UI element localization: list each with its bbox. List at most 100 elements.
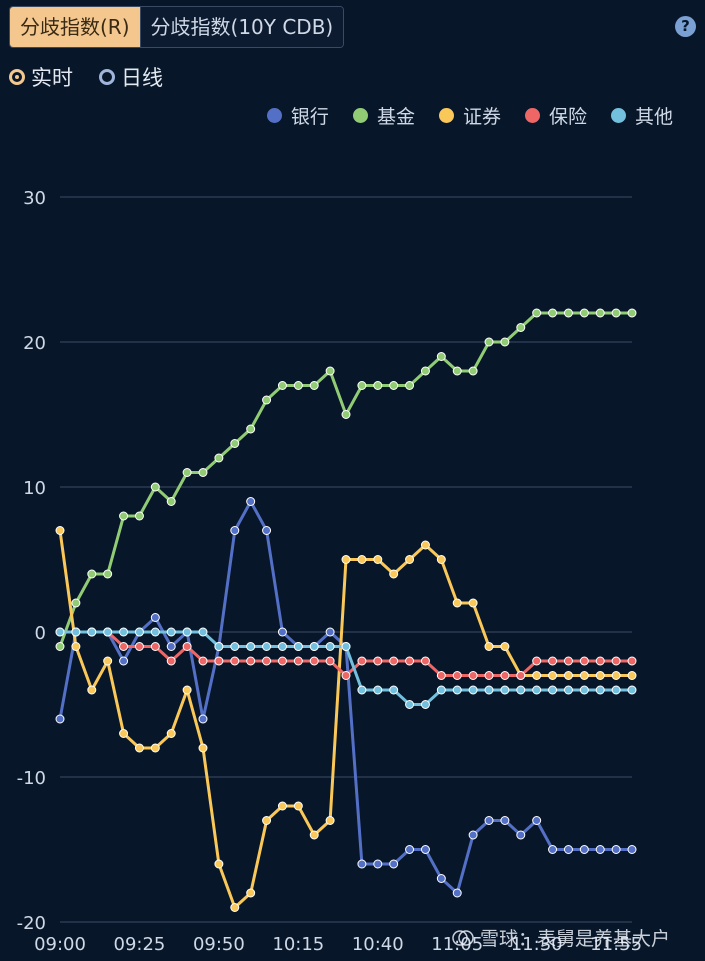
- data-point[interactable]: [246, 888, 256, 898]
- data-point[interactable]: [166, 729, 176, 738]
- data-point[interactable]: [373, 381, 383, 390]
- data-point[interactable]: [293, 801, 303, 811]
- data-point[interactable]: [357, 685, 367, 695]
- data-point[interactable]: [436, 555, 446, 564]
- data-point[interactable]: [373, 555, 383, 564]
- data-point[interactable]: [293, 381, 303, 390]
- data-point[interactable]: [420, 366, 430, 376]
- data-point[interactable]: [309, 381, 319, 390]
- data-point[interactable]: [579, 685, 589, 695]
- data-point[interactable]: [103, 627, 113, 637]
- data-point[interactable]: [87, 685, 97, 695]
- data-point[interactable]: [309, 656, 319, 666]
- data-point[interactable]: [246, 642, 256, 651]
- data-point[interactable]: [373, 656, 383, 666]
- data-point[interactable]: [166, 642, 176, 651]
- data-point[interactable]: [309, 642, 319, 651]
- data-point[interactable]: [468, 685, 478, 695]
- data-point[interactable]: [611, 671, 621, 680]
- data-point[interactable]: [166, 497, 176, 506]
- data-point[interactable]: [134, 642, 144, 651]
- data-point[interactable]: [262, 656, 272, 666]
- legend-item-insurance[interactable]: 保险: [524, 102, 587, 129]
- data-point[interactable]: [405, 381, 415, 390]
- data-point[interactable]: [182, 685, 192, 695]
- data-point[interactable]: [500, 816, 510, 825]
- data-point[interactable]: [516, 830, 526, 840]
- data-point[interactable]: [468, 598, 478, 608]
- data-point[interactable]: [71, 598, 81, 608]
- data-point[interactable]: [595, 308, 605, 318]
- data-point[interactable]: [87, 569, 97, 579]
- data-point[interactable]: [214, 642, 224, 651]
- data-point[interactable]: [405, 700, 415, 709]
- data-point[interactable]: [262, 816, 272, 825]
- data-point[interactable]: [262, 642, 272, 651]
- data-point[interactable]: [182, 468, 192, 477]
- data-point[interactable]: [214, 656, 224, 666]
- data-point[interactable]: [325, 366, 335, 376]
- data-point[interactable]: [325, 816, 335, 825]
- data-point[interactable]: [55, 627, 65, 637]
- data-point[interactable]: [71, 642, 81, 651]
- data-point[interactable]: [548, 685, 558, 695]
- data-point[interactable]: [325, 627, 335, 637]
- data-point[interactable]: [452, 671, 462, 680]
- data-point[interactable]: [166, 627, 176, 637]
- data-point[interactable]: [309, 830, 319, 840]
- data-point[interactable]: [405, 656, 415, 666]
- data-point[interactable]: [563, 671, 573, 680]
- legend-item-securities[interactable]: 证券: [438, 102, 501, 129]
- data-point[interactable]: [627, 656, 637, 666]
- data-point[interactable]: [627, 308, 637, 318]
- data-point[interactable]: [611, 845, 621, 854]
- data-point[interactable]: [214, 453, 224, 463]
- data-point[interactable]: [532, 671, 542, 680]
- data-point[interactable]: [198, 743, 208, 753]
- data-point[interactable]: [341, 642, 351, 651]
- data-point[interactable]: [150, 613, 160, 622]
- data-point[interactable]: [548, 656, 558, 666]
- data-point[interactable]: [198, 627, 208, 637]
- data-point[interactable]: [436, 671, 446, 680]
- data-point[interactable]: [405, 845, 415, 854]
- data-point[interactable]: [484, 671, 494, 680]
- data-point[interactable]: [55, 526, 65, 535]
- data-point[interactable]: [262, 395, 272, 405]
- data-point[interactable]: [230, 903, 240, 912]
- data-point[interactable]: [262, 526, 272, 535]
- data-point[interactable]: [150, 627, 160, 637]
- data-point[interactable]: [452, 598, 462, 608]
- data-point[interactable]: [119, 729, 129, 738]
- tab-divergence-index-r[interactable]: 分歧指数(R): [10, 7, 140, 47]
- data-point[interactable]: [230, 656, 240, 666]
- data-point[interactable]: [134, 627, 144, 637]
- data-point[interactable]: [71, 627, 81, 637]
- data-point[interactable]: [389, 569, 399, 579]
- data-point[interactable]: [230, 642, 240, 651]
- legend-item-bank[interactable]: 银行: [266, 102, 329, 129]
- data-point[interactable]: [293, 656, 303, 666]
- data-point[interactable]: [357, 381, 367, 390]
- data-point[interactable]: [119, 656, 129, 666]
- data-point[interactable]: [373, 859, 383, 869]
- data-point[interactable]: [55, 642, 65, 651]
- data-point[interactable]: [484, 642, 494, 651]
- data-point[interactable]: [516, 671, 526, 680]
- data-point[interactable]: [405, 555, 415, 564]
- data-point[interactable]: [325, 656, 335, 666]
- data-point[interactable]: [389, 685, 399, 695]
- data-point[interactable]: [627, 671, 637, 680]
- data-point[interactable]: [341, 555, 351, 564]
- data-point[interactable]: [436, 874, 446, 883]
- radio-realtime[interactable]: 实时: [9, 62, 73, 92]
- data-point[interactable]: [500, 671, 510, 680]
- data-point[interactable]: [341, 671, 351, 680]
- data-point[interactable]: [611, 685, 621, 695]
- data-point[interactable]: [198, 656, 208, 666]
- data-point[interactable]: [389, 656, 399, 666]
- data-point[interactable]: [373, 685, 383, 695]
- data-point[interactable]: [277, 627, 287, 637]
- data-point[interactable]: [198, 468, 208, 477]
- data-point[interactable]: [548, 671, 558, 680]
